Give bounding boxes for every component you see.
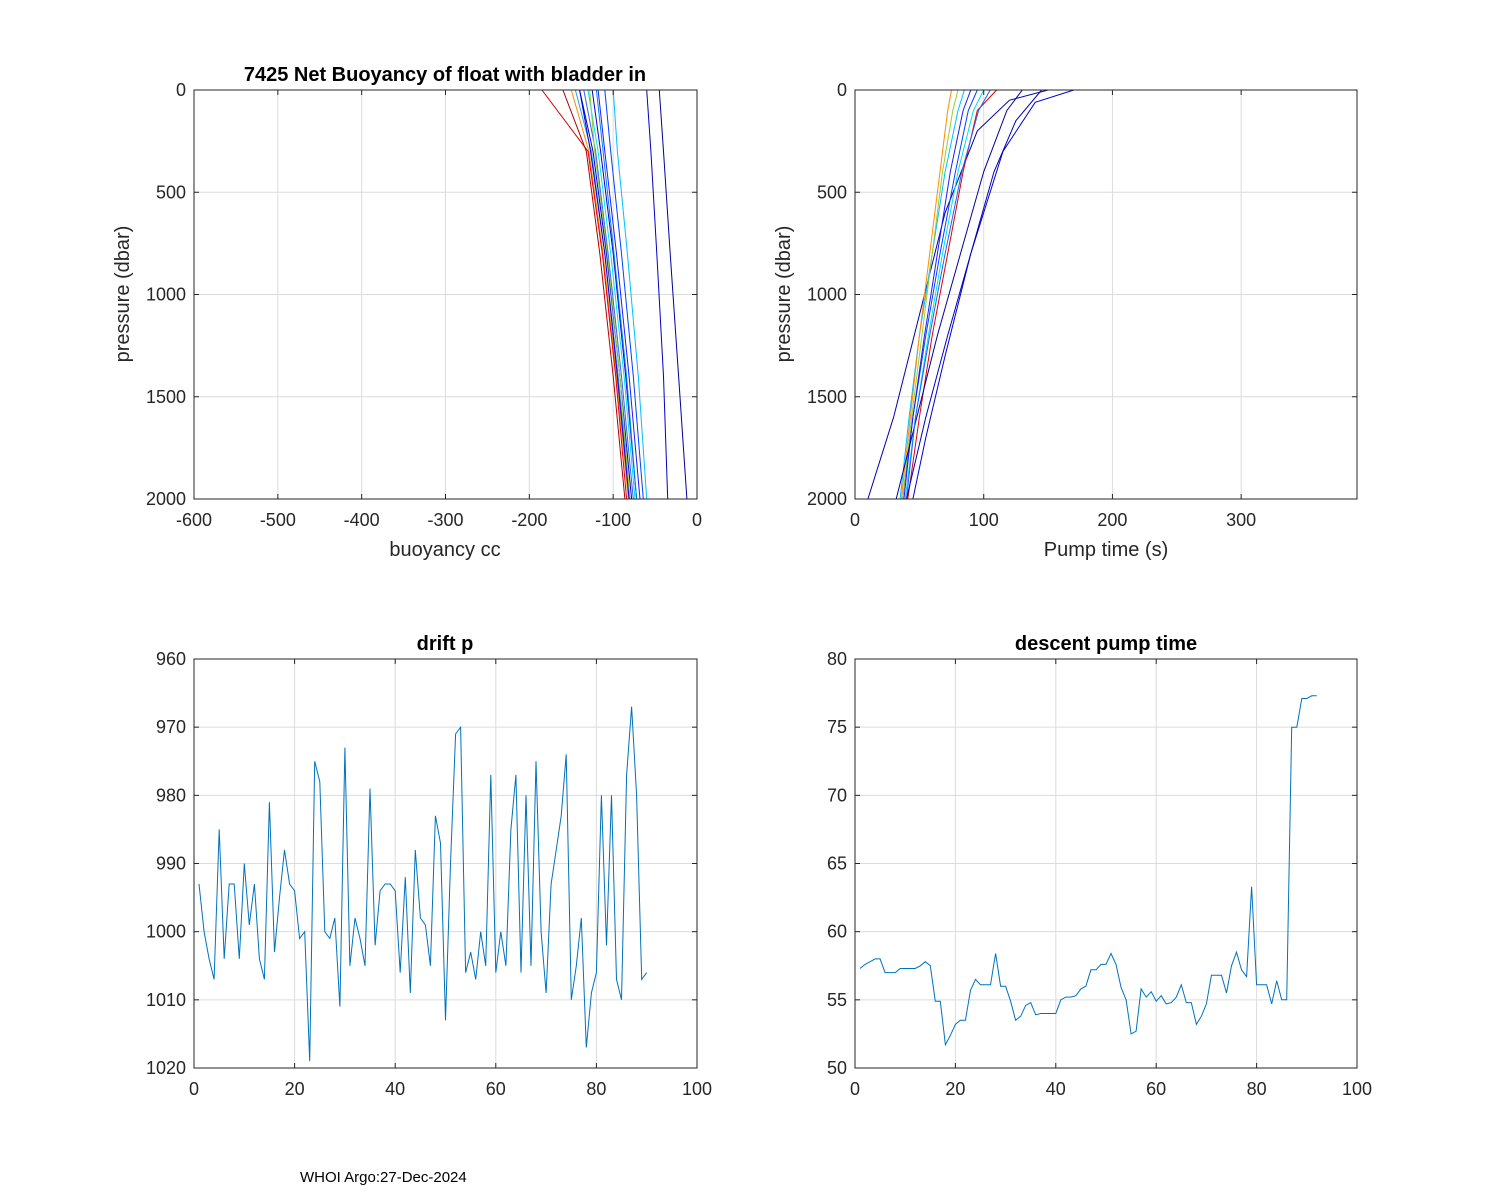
- pump-time-ytick-label: 500: [817, 182, 847, 202]
- net-buoyancy-profile-11-line: [570, 90, 629, 499]
- descent-pump-time-series-line: [859, 695, 1317, 1047]
- net-buoyancy-profile-7-line: [587, 90, 636, 499]
- net-buoyancy-profile-8-line: [583, 90, 634, 499]
- net-buoyancy-xlabel: buoyancy cc: [389, 539, 500, 561]
- drift-p-title: drift p: [417, 633, 474, 655]
- drift-p-ytick-label: 960: [156, 649, 186, 669]
- descent-pump-time-ytick-label: 50: [827, 1058, 847, 1078]
- pump-time-pump-9-line: [903, 90, 972, 499]
- descent-pump-time-title: descent pump time: [1015, 633, 1197, 655]
- pump-time-pump-1-line: [867, 90, 1357, 499]
- pump-time-xlabel: Pump time (s): [1044, 539, 1168, 561]
- descent-pump-time-xtick-label: 100: [1342, 1079, 1372, 1099]
- net-buoyancy-profile-2-line: [646, 90, 669, 499]
- pump-time-pump-6-line: [907, 90, 997, 499]
- net-buoyancy-ytick-label: 1500: [146, 387, 186, 407]
- drift-p-xtick-label: 100: [682, 1079, 712, 1099]
- drift-p-ytick-label: 980: [156, 785, 186, 805]
- net-buoyancy-xtick-label: -300: [427, 510, 463, 530]
- pump-time-pump-7-line: [900, 90, 952, 499]
- net-buoyancy-xtick-label: 0: [692, 510, 702, 530]
- drift-p-ytick-label: 1000: [146, 922, 186, 942]
- descent-pump-time-ytick-label: 65: [827, 854, 847, 874]
- net-buoyancy-ytick-label: 2000: [146, 489, 186, 509]
- drift-p-series-line: [198, 706, 648, 1062]
- pump-time-xtick-label: 0: [850, 510, 860, 530]
- descent-pump-time-ytick-label: 75: [827, 717, 847, 737]
- descent-pump-time-ytick-label: 70: [827, 785, 847, 805]
- drift-p-xtick-label: 0: [189, 1079, 199, 1099]
- pump-time-xtick-label: 200: [1097, 510, 1127, 530]
- descent-pump-time-ytick-label: 55: [827, 990, 847, 1010]
- descent-pump-time-xtick-label: 80: [1247, 1079, 1267, 1099]
- drift-p-xtick-label: 20: [285, 1079, 305, 1099]
- net-buoyancy-profile-12-line: [589, 90, 631, 499]
- net-buoyancy-ylabel: pressure (dbar): [112, 226, 134, 363]
- pump-time-pump-11-line: [906, 90, 991, 499]
- drift-p-xtick-label: 40: [385, 1079, 405, 1099]
- net-buoyancy-data: [248, 90, 688, 499]
- descent-pump-time-ytick-label: 60: [827, 922, 847, 942]
- pump-time-pump-2-line: [912, 90, 1357, 499]
- pump-time-ytick-label: 0: [837, 80, 847, 100]
- pump-time-panel: 0 100 200 300 0 500 1000 1500 2000 Pump time (s)…: [773, 80, 1358, 561]
- drift-p-xtick-label: 80: [586, 1079, 606, 1099]
- net-buoyancy-profile-1-line: [658, 90, 688, 499]
- pump-time-pump-8-line: [902, 90, 959, 499]
- pump-time-data: [867, 90, 1357, 499]
- net-buoyancy-profile-16-line: [595, 90, 638, 499]
- pump-time-pump-10-line: [895, 90, 1023, 499]
- drift-p-ytick-label: 970: [156, 717, 186, 737]
- drift-p-ytick-label: 1020: [146, 1058, 186, 1078]
- pump-time-xtick-label: 300: [1226, 510, 1256, 530]
- net-buoyancy-profile-5-line: [597, 90, 641, 499]
- footer-credit: WHOI Argo:27-Dec-2024: [300, 1169, 467, 1186]
- net-buoyancy-ytick-label: 0: [176, 80, 186, 100]
- drift-p-panel: 0 20 40 60 80 100 960 970 980 990 1000 1010 1020 dri…: [146, 633, 712, 1099]
- drift-p-ytick-label: 990: [156, 854, 186, 874]
- descent-pump-time-ytick-label: 80: [827, 649, 847, 669]
- net-buoyancy-xtick-label: -100: [595, 510, 631, 530]
- net-buoyancy-profile-4-line: [604, 90, 644, 499]
- descent-pump-time-data: [859, 695, 1317, 1047]
- pump-time-xtick-label: 100: [969, 510, 999, 530]
- descent-pump-time-xtick-label: 40: [1046, 1079, 1066, 1099]
- pump-time-ytick-label: 2000: [807, 489, 847, 509]
- pump-time-ytick-label: 1500: [807, 387, 847, 407]
- drift-p-xtick-label: 60: [486, 1079, 506, 1099]
- net-buoyancy-xtick-label: -600: [176, 510, 212, 530]
- net-buoyancy-title: 7425 Net Buoyancy of float with bladder …: [244, 64, 646, 86]
- net-buoyancy-profile-3-line: [612, 90, 648, 499]
- descent-pump-time-xtick-label: 20: [945, 1079, 965, 1099]
- net-buoyancy-ytick-label: 1000: [146, 285, 186, 305]
- drift-p-data: [198, 706, 648, 1062]
- net-buoyancy-profile-14-line: [562, 90, 626, 499]
- descent-pump-time-panel: 0 20 40 60 80 100 50 55 60 65 70 75 80 descent pump …: [827, 633, 1372, 1099]
- net-buoyancy-profile-9-line: [579, 90, 633, 499]
- net-buoyancy-profile-6-line: [591, 90, 638, 499]
- descent-pump-time-xtick-label: 0: [850, 1079, 860, 1099]
- descent-pump-time-xtick-label: 60: [1146, 1079, 1166, 1099]
- pump-time-ylabel: pressure (dbar): [773, 226, 795, 363]
- net-buoyancy-xtick-label: -400: [344, 510, 380, 530]
- net-buoyancy-panel: -600 -500 -400 -300 -200 -100 0 0 500 1000 1500 200…: [112, 64, 702, 561]
- drift-p-ytick-label: 1010: [146, 990, 186, 1010]
- net-buoyancy-ytick-label: 500: [156, 182, 186, 202]
- pump-time-ytick-label: 1000: [807, 285, 847, 305]
- pump-time-pump-12-line: [906, 90, 1042, 499]
- net-buoyancy-profile-15-line: [579, 90, 630, 499]
- net-buoyancy-profile-13-line: [541, 90, 628, 499]
- net-buoyancy-xtick-label: -500: [260, 510, 296, 530]
- net-buoyancy-xtick-label: -200: [511, 510, 547, 530]
